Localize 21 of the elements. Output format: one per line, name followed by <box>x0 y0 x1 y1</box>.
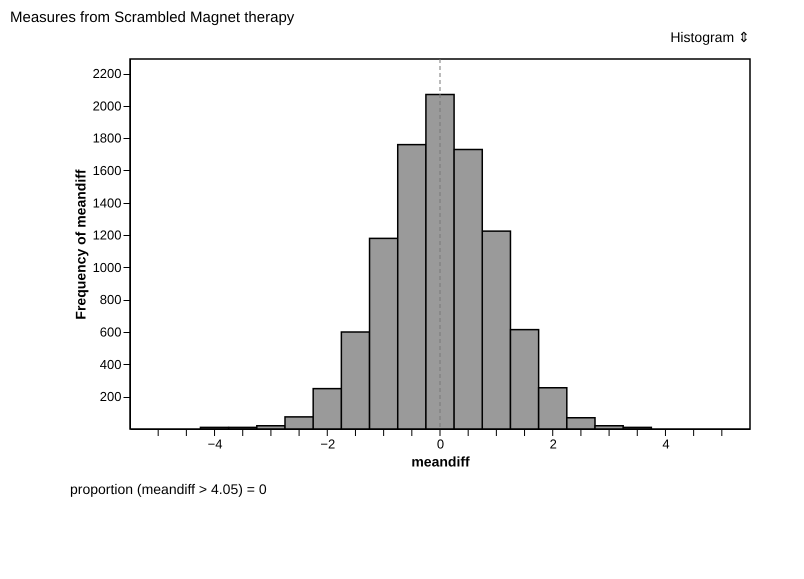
x-axis-title: meandiff <box>411 454 470 470</box>
y-tick-label: 1400 <box>92 195 122 210</box>
y-axis-title: Frequency of meandiff <box>72 169 89 320</box>
y-tick-label: 200 <box>100 389 122 404</box>
y-tick-label: 400 <box>100 356 122 372</box>
x-tick-label: 2 <box>550 436 557 452</box>
y-tick-label: 2200 <box>92 66 122 82</box>
y-tick-label: 1600 <box>92 162 122 178</box>
x-tick-label: 0 <box>436 436 444 452</box>
y-tick-label: 2000 <box>92 98 122 114</box>
y-tick-label: 800 <box>100 292 122 308</box>
x-tick-label: −4 <box>208 436 222 452</box>
y-tick-label: 600 <box>100 324 122 340</box>
text: proportion (meandiff > 4.05) = 0 <box>70 481 267 497</box>
chart-title: Measures from Scrambled Magnet therapy <box>10 9 295 26</box>
y-tick-label: 1000 <box>92 260 122 275</box>
y-tick-label: 1200 <box>92 228 122 243</box>
y-tick-label: 1800 <box>92 130 122 146</box>
x-tick-label: −2 <box>320 436 336 452</box>
text: Histogram ⇕ <box>670 29 750 45</box>
x-tick-label: 4 <box>662 436 670 452</box>
